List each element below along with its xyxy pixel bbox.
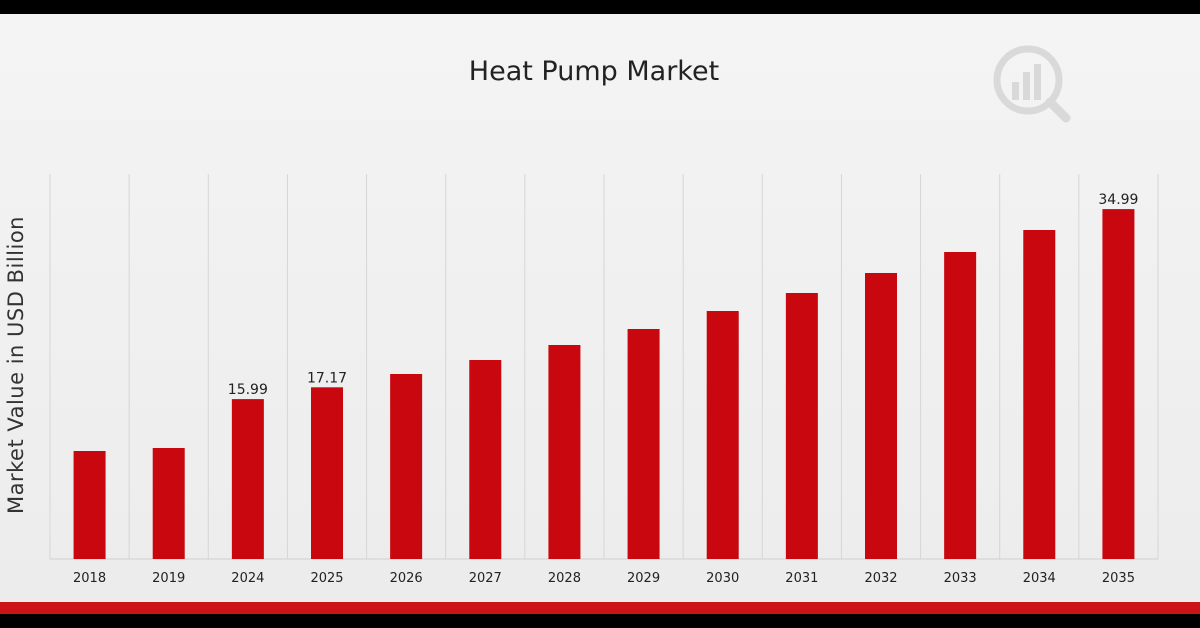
x-tick-labels: 2018 2019 2024 2025 2026 2027 2028 2029 2030 2031… — [73, 571, 1135, 586]
data-label-2024: 15.99 — [228, 382, 268, 398]
bar-2033 — [944, 252, 977, 559]
bar-2028 — [548, 345, 581, 559]
brand-logo-icon — [993, 45, 1071, 123]
footer-strip — [0, 614, 1200, 628]
x-tick-label-2019: 2019 — [152, 571, 185, 586]
bar-2019 — [152, 448, 185, 559]
x-tick-label-2030: 2030 — [706, 571, 739, 586]
x-tick-label-2029: 2029 — [627, 571, 660, 586]
x-tick-label-2031: 2031 — [785, 571, 818, 586]
data-labels: 15.99 17.17 34.99 — [228, 192, 1139, 398]
bar-2030 — [706, 311, 739, 559]
chart-title: Heat Pump Market — [468, 56, 720, 87]
bar-2034 — [1023, 230, 1056, 559]
bar-2018 — [73, 451, 106, 559]
x-tick-label-2028: 2028 — [548, 571, 581, 586]
bar-2032 — [865, 273, 897, 559]
bar-2035 — [1102, 209, 1135, 559]
bar-2024 — [231, 399, 264, 559]
bar-2026 — [390, 374, 423, 559]
bar-2027 — [469, 360, 502, 559]
bar-2031 — [785, 293, 818, 559]
bar-2025 — [311, 387, 343, 559]
x-tick-label-2032: 2032 — [864, 571, 897, 586]
x-tick-label-2026: 2026 — [390, 571, 423, 586]
footer-red-band — [0, 602, 1200, 614]
data-label-2025: 17.17 — [307, 370, 347, 386]
x-tick-label-2027: 2027 — [469, 571, 502, 586]
x-tick-label-2035: 2035 — [1102, 571, 1135, 586]
gridlines — [49, 174, 1159, 559]
x-tick-label-2018: 2018 — [73, 571, 106, 586]
x-tick-label-2034: 2034 — [1023, 571, 1056, 586]
data-label-2035: 34.99 — [1098, 192, 1138, 208]
x-tick-label-2025: 2025 — [310, 571, 343, 586]
x-tick-label-2033: 2033 — [944, 571, 977, 586]
x-tick-label-2024: 2024 — [231, 571, 264, 586]
bar-2029 — [627, 329, 660, 559]
bars — [73, 209, 1135, 559]
